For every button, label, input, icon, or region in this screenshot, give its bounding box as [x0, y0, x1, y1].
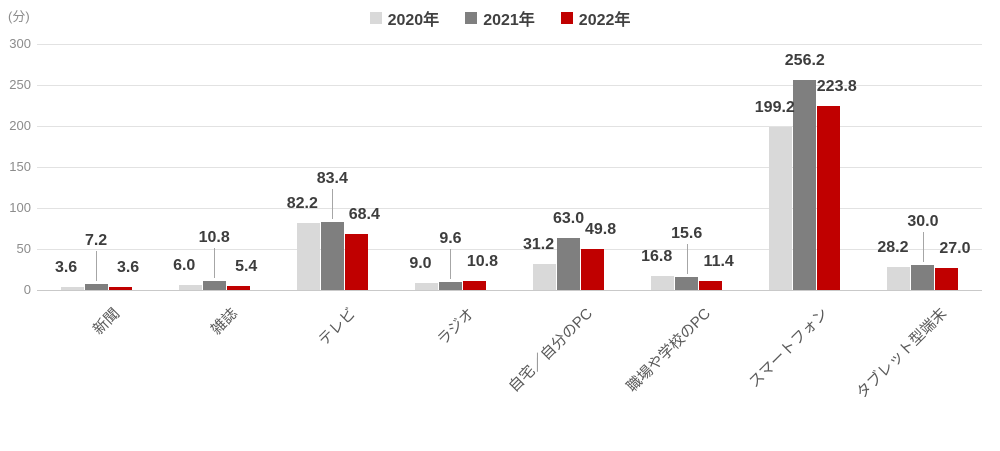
- leader-line: [450, 249, 452, 280]
- bar-2021年-5: [557, 238, 581, 290]
- value-label: 3.6: [116, 259, 140, 277]
- bar-2021年-1: [84, 284, 108, 290]
- bar-2022年-6: [699, 280, 723, 290]
- bar-2020年-8: [887, 266, 911, 290]
- gridline: [37, 249, 982, 250]
- value-label: 28.2: [877, 238, 909, 256]
- value-label: 82.2: [286, 194, 318, 212]
- value-label: 31.2: [522, 236, 555, 254]
- legend-swatch-2022: [560, 12, 573, 24]
- value-label: 11.4: [703, 252, 734, 270]
- gridline: [37, 167, 982, 168]
- category-label: テレビ: [315, 305, 360, 349]
- y-tick-label: 0: [23, 282, 31, 297]
- legend-item-2022: 2022年: [560, 6, 631, 30]
- bar-2021年-7: [793, 79, 817, 290]
- value-label: 83.4: [316, 169, 348, 187]
- bar-2022年-7: [817, 106, 841, 290]
- legend-label-2022: 2022年: [578, 12, 631, 29]
- bar-2020年-2: [178, 285, 202, 290]
- bar-2021年-3: [320, 221, 344, 290]
- value-label: 27.0: [939, 239, 971, 257]
- value-label: 9.6: [439, 230, 462, 248]
- legend-label-2020: 2020年: [387, 12, 440, 29]
- gridline: [37, 44, 982, 45]
- bar-2021年-4: [438, 282, 462, 290]
- value-label: 10.8: [466, 253, 498, 271]
- y-tick-label: 50: [16, 241, 31, 256]
- bar-2021年-8: [911, 265, 935, 290]
- value-label: 49.8: [584, 221, 617, 239]
- category-label: 新聞: [89, 305, 124, 339]
- leader-line: [96, 251, 98, 282]
- value-label: 15.6: [671, 225, 703, 243]
- bar-2020年-7: [769, 126, 793, 290]
- value-label: 223.8: [816, 78, 857, 96]
- y-tick-label: 150: [9, 159, 31, 174]
- leader-line: [332, 188, 334, 219]
- y-axis-unit-label: (分): [8, 9, 30, 24]
- value-label: 10.8: [198, 229, 230, 247]
- value-label: 68.4: [348, 205, 380, 223]
- bar-2022年-4: [462, 281, 486, 290]
- leader-line: [686, 244, 688, 275]
- gridline: [37, 85, 982, 86]
- leader-line: [922, 232, 924, 263]
- bar-2020年-3: [296, 222, 320, 290]
- legend-label-2021: 2021年: [483, 12, 535, 29]
- value-label: 16.8: [641, 248, 673, 266]
- value-label: 3.6: [54, 259, 78, 277]
- bar-2022年-2: [226, 285, 250, 290]
- category-label: 雑誌: [208, 305, 242, 339]
- legend-swatch-2021: [465, 12, 478, 24]
- legend: 2020年 2021年 2022年: [0, 6, 1000, 30]
- leader-line: [214, 248, 216, 279]
- bar-2020年-1: [60, 287, 84, 290]
- bar-2020年-4: [414, 282, 438, 290]
- legend-item-2020: 2020年: [369, 6, 440, 30]
- bar-2022年-5: [581, 249, 605, 290]
- bar-2022年-8: [935, 267, 959, 290]
- y-tick-label: 200: [9, 118, 31, 133]
- gridline: [37, 126, 982, 127]
- value-label: 6.0: [173, 257, 196, 275]
- x-axis-line: [37, 290, 982, 291]
- category-label: 自宅／自分のPC: [505, 305, 596, 396]
- gridline: [37, 208, 982, 209]
- legend-swatch-2020: [369, 12, 382, 24]
- y-tick-label: 300: [9, 36, 31, 51]
- bar-2021年-2: [202, 281, 226, 290]
- value-label: 199.2: [754, 98, 795, 116]
- bar-2021年-6: [675, 277, 699, 290]
- category-label: タブレット型端末: [853, 305, 951, 403]
- legend-item-2021: 2021年: [465, 6, 535, 30]
- category-label: 職場や学校のPC: [623, 305, 714, 396]
- category-label: スマートフォン: [745, 305, 832, 392]
- value-label: 256.2: [784, 51, 825, 69]
- bar-2020年-6: [651, 276, 675, 290]
- bar-2022年-1: [108, 287, 132, 290]
- value-label: 63.0: [552, 210, 585, 228]
- bar-2022年-3: [344, 233, 368, 290]
- value-label: 9.0: [409, 254, 432, 272]
- value-label: 7.2: [84, 232, 108, 250]
- bar-2020年-5: [533, 264, 557, 290]
- value-label: 5.4: [235, 257, 258, 275]
- category-label: ラジオ: [433, 305, 478, 349]
- y-tick-label: 100: [9, 200, 31, 215]
- value-label: 30.0: [907, 213, 939, 231]
- y-tick-label: 250: [9, 77, 31, 92]
